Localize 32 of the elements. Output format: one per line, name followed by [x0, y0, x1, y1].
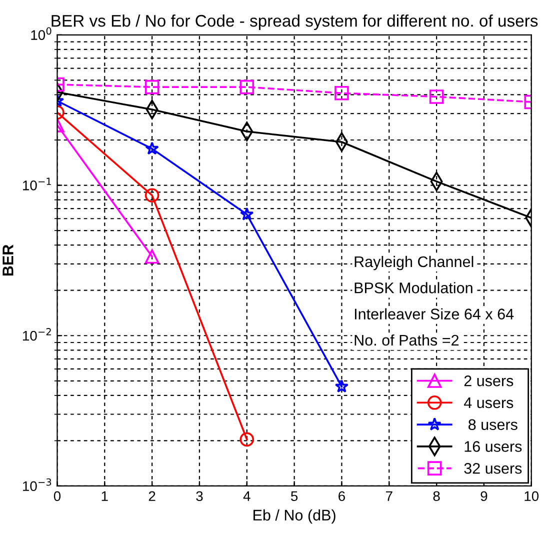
x-tick-label: 2: [148, 491, 156, 501]
y-tick-label: 10$^{0}$: [31, 27, 52, 40]
y-tick-label: 10$^{−2}$: [23, 328, 51, 341]
y-tick-label: 10$^{−1}$: [23, 178, 51, 190]
x-tick-label: 0: [54, 491, 61, 502]
x-tick-label: 10: [524, 491, 539, 502]
legend-label: 32 users: [464, 462, 522, 474]
annotation: Interleaver Size 64 x 64: [354, 308, 514, 320]
annotation: No. of Paths =2: [354, 334, 459, 346]
point: [240, 207, 254, 220]
legend-label: 4 users: [464, 397, 514, 408]
x-tick-label: 1: [102, 491, 108, 501]
x-tick-label: 6: [338, 491, 345, 502]
legend-label: 2 users: [464, 375, 514, 386]
point: [334, 86, 349, 100]
chart-title: BER vs Eb / No for Code - spread system for different no. of users: [52, 14, 538, 30]
legend-label: 8 users: [468, 419, 518, 430]
x-tick-label: 4: [243, 491, 250, 501]
annotation: Rayleigh Channel: [354, 256, 474, 270]
x-tick-label: 7: [386, 491, 392, 501]
annotation: BPSK Modulation: [354, 282, 472, 294]
x-tick-label: 8: [433, 491, 440, 502]
y-tick-label: 10$^{−3}$: [23, 478, 52, 492]
legend-label: 16 users: [464, 441, 522, 452]
x-axis-title: Eb / No (dB): [254, 509, 336, 524]
point: [240, 80, 254, 94]
point: [240, 432, 254, 447]
x-tick-label: 5: [290, 491, 298, 502]
x-tick-label: 9: [480, 491, 488, 502]
y-axis-title: BER: [2, 244, 14, 276]
x-tick-label: 3: [196, 491, 203, 502]
point: [334, 379, 349, 393]
